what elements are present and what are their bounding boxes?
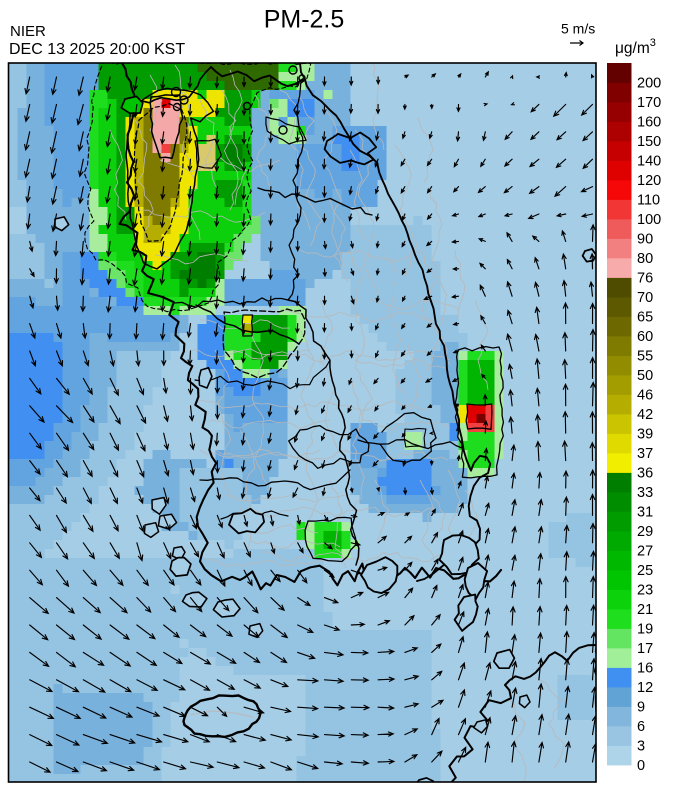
svg-text:65: 65 <box>637 310 653 326</box>
svg-text:12: 12 <box>637 680 653 696</box>
svg-text:21: 21 <box>637 602 653 618</box>
svg-text:DEC 13 2025 20:00 KST: DEC 13 2025 20:00 KST <box>9 41 185 58</box>
svg-text:46: 46 <box>637 388 653 404</box>
svg-text:110: 110 <box>637 193 660 209</box>
svg-text:39: 39 <box>637 427 653 443</box>
svg-text:19: 19 <box>637 622 653 638</box>
svg-text:150: 150 <box>637 134 661 150</box>
svg-text:0: 0 <box>637 758 645 774</box>
svg-text:33: 33 <box>637 485 653 501</box>
svg-text:70: 70 <box>637 290 653 306</box>
svg-text:29: 29 <box>637 524 653 540</box>
svg-text:6: 6 <box>637 719 645 735</box>
svg-text:100: 100 <box>637 212 661 228</box>
svg-text:16: 16 <box>637 661 653 677</box>
svg-text:9: 9 <box>637 700 645 716</box>
svg-text:36: 36 <box>637 466 653 482</box>
svg-text:76: 76 <box>637 271 653 287</box>
svg-text:27: 27 <box>637 544 653 560</box>
svg-text:25: 25 <box>637 563 653 579</box>
svg-text:17: 17 <box>637 641 653 657</box>
svg-text:200: 200 <box>637 76 661 92</box>
svg-text:5 m/s: 5 m/s <box>561 21 595 37</box>
svg-text:37: 37 <box>637 446 653 462</box>
svg-text:NIER: NIER <box>10 23 46 40</box>
svg-text:140: 140 <box>637 154 661 170</box>
svg-text:PM-2.5: PM-2.5 <box>264 6 345 34</box>
svg-text:160: 160 <box>637 115 661 131</box>
svg-text:50: 50 <box>637 368 653 384</box>
svg-text:90: 90 <box>637 232 653 248</box>
svg-text:23: 23 <box>637 583 653 599</box>
svg-text:170: 170 <box>637 95 661 111</box>
svg-text:42: 42 <box>637 407 653 423</box>
svg-text:120: 120 <box>637 173 661 189</box>
svg-text:55: 55 <box>637 349 653 365</box>
svg-text:80: 80 <box>637 251 653 267</box>
svg-text:60: 60 <box>637 329 653 345</box>
svg-text:31: 31 <box>637 505 653 521</box>
svg-text:3: 3 <box>637 739 645 755</box>
svg-text:μg/m3: μg/m3 <box>615 37 656 57</box>
